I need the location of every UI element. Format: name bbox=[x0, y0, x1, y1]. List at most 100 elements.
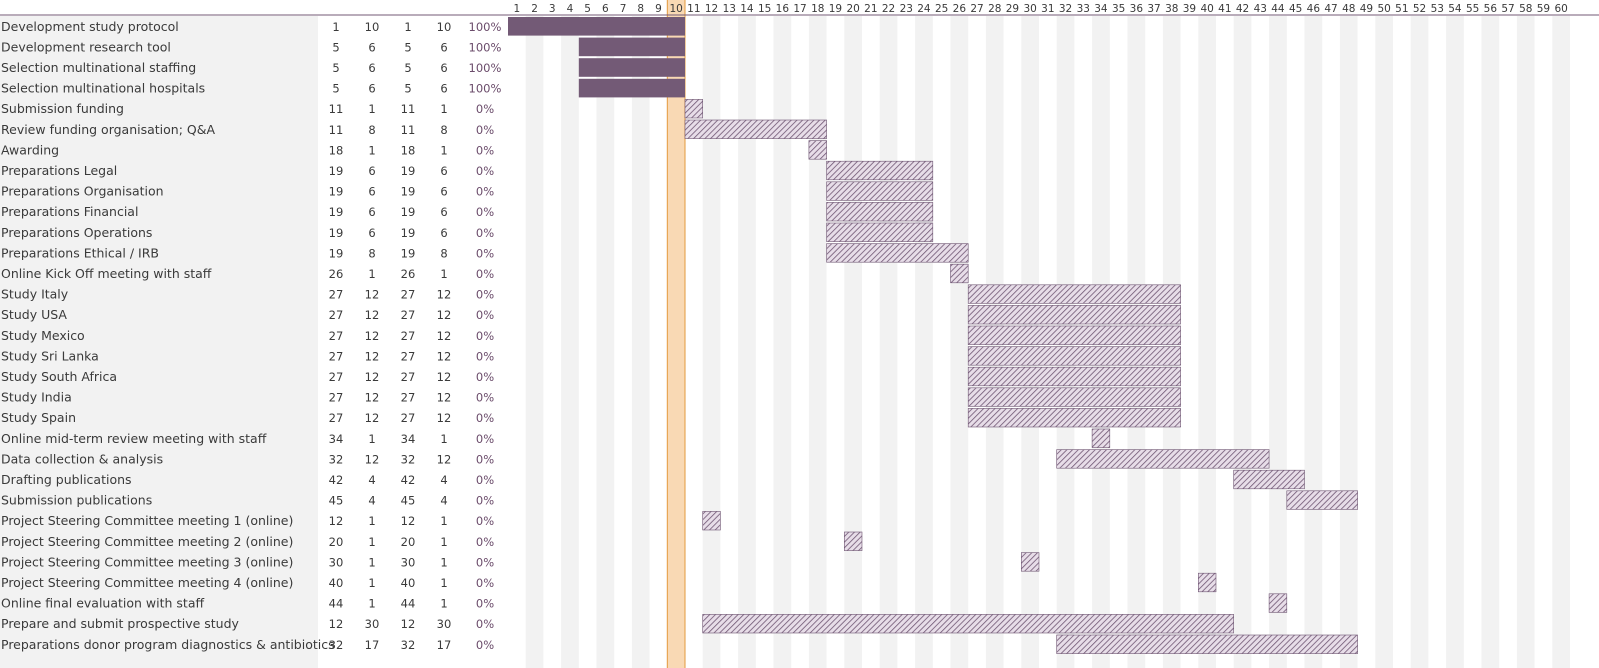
percent-complete-value: 0% bbox=[476, 123, 494, 137]
plan-duration-value: 12 bbox=[365, 329, 380, 343]
percent-complete-value: 0% bbox=[476, 226, 494, 240]
period-label: 35 bbox=[1112, 3, 1125, 15]
period-label: 18 bbox=[811, 3, 824, 15]
percent-complete-value: 0% bbox=[476, 617, 494, 631]
plan-start-value: 26 bbox=[329, 267, 344, 281]
plan-duration-value: 6 bbox=[368, 82, 375, 96]
plan-duration-value: 6 bbox=[368, 205, 375, 219]
actual-duration-value: 10 bbox=[437, 20, 452, 34]
gantt-bar bbox=[967, 325, 1181, 345]
period-column-shade bbox=[1410, 16, 1429, 668]
period-label: 21 bbox=[864, 3, 877, 15]
task-name: Preparations Operations bbox=[1, 225, 152, 240]
task-name: Development research tool bbox=[1, 39, 171, 54]
labels-layer: 1 2 3 4 5 6 7 8 9 10 11 12 13 14 15 16 17 18 19 20 21 22 23 24 2… bbox=[1, 3, 1568, 652]
percent-complete-value: 100% bbox=[469, 40, 502, 54]
gantt-bar bbox=[1198, 572, 1217, 593]
task-name: Drafting publications bbox=[1, 472, 132, 487]
task-name: Preparations Legal bbox=[1, 163, 117, 178]
plan-start-value: 5 bbox=[332, 82, 339, 96]
plan-duration-value: 1 bbox=[368, 267, 375, 281]
period-column-shade bbox=[1481, 16, 1500, 668]
period-label: 36 bbox=[1130, 3, 1144, 15]
plan-duration-value: 8 bbox=[368, 246, 375, 260]
percent-complete-value: 0% bbox=[476, 267, 494, 281]
task-name: Study South Africa bbox=[1, 369, 117, 384]
period-label: 19 bbox=[829, 3, 842, 15]
plan-duration-value: 1 bbox=[368, 535, 375, 549]
actual-start-value: 5 bbox=[404, 40, 411, 54]
period-label: 33 bbox=[1077, 3, 1090, 15]
period-label: 17 bbox=[793, 3, 806, 15]
actual-duration-value: 6 bbox=[440, 82, 447, 96]
period-label: 48 bbox=[1342, 3, 1355, 15]
plan-duration-value: 12 bbox=[365, 452, 380, 466]
bars-layer bbox=[508, 17, 1358, 654]
plan-duration-value: 1 bbox=[368, 555, 375, 569]
task-name: Study Italy bbox=[1, 287, 69, 302]
period-label: 27 bbox=[970, 3, 983, 15]
plan-start-value: 19 bbox=[329, 185, 344, 199]
percent-complete-value: 0% bbox=[476, 308, 494, 322]
plan-duration-value: 12 bbox=[365, 288, 380, 302]
gantt-bar bbox=[826, 222, 934, 242]
percent-complete-value: 0% bbox=[476, 597, 494, 611]
actual-start-value: 18 bbox=[401, 143, 416, 157]
period-label: 5 bbox=[584, 3, 591, 15]
actual-duration-value: 12 bbox=[437, 288, 452, 302]
gantt-bar bbox=[578, 78, 685, 98]
percent-complete-value: 100% bbox=[469, 20, 502, 34]
plan-duration-value: 6 bbox=[368, 185, 375, 199]
plan-start-value: 12 bbox=[329, 617, 344, 631]
actual-start-value: 40 bbox=[401, 576, 416, 590]
plan-duration-value: 6 bbox=[368, 61, 375, 75]
plan-duration-value: 6 bbox=[368, 226, 375, 240]
plan-duration-value: 1 bbox=[368, 102, 375, 116]
plan-duration-value: 10 bbox=[365, 20, 380, 34]
task-name: Project Steering Committee meeting 3 (on… bbox=[1, 554, 293, 569]
actual-start-value: 19 bbox=[401, 185, 416, 199]
period-column-shade bbox=[1446, 16, 1464, 668]
plan-duration-value: 12 bbox=[365, 411, 380, 425]
actual-start-value: 11 bbox=[401, 102, 416, 116]
percent-complete-value: 0% bbox=[476, 329, 494, 343]
plan-start-value: 32 bbox=[329, 638, 344, 652]
actual-start-value: 12 bbox=[401, 514, 416, 528]
plan-duration-value: 1 bbox=[368, 432, 375, 446]
period-column-shade bbox=[596, 16, 615, 668]
actual-start-value: 27 bbox=[401, 391, 416, 405]
actual-start-value: 5 bbox=[404, 61, 411, 75]
percent-complete-value: 0% bbox=[476, 473, 494, 487]
period-column-shade bbox=[561, 16, 579, 668]
task-name: Submission publications bbox=[1, 493, 152, 508]
actual-start-value: 12 bbox=[401, 617, 416, 631]
gantt-bar bbox=[578, 58, 685, 77]
gantt-bar bbox=[578, 37, 685, 57]
actual-start-value: 5 bbox=[404, 82, 411, 96]
period-label: 58 bbox=[1519, 3, 1532, 15]
period-column-shade bbox=[1233, 16, 1252, 668]
plan-start-value: 11 bbox=[329, 102, 344, 116]
actual-duration-value: 12 bbox=[437, 349, 452, 363]
period-column-shade bbox=[879, 16, 898, 668]
gantt-bar bbox=[684, 119, 827, 139]
period-label: 43 bbox=[1254, 3, 1267, 15]
actual-start-value: 19 bbox=[401, 226, 416, 240]
current-period-highlight bbox=[667, 0, 685, 668]
actual-start-value: 27 bbox=[401, 288, 416, 302]
plan-start-value: 34 bbox=[329, 432, 344, 446]
period-label: 37 bbox=[1147, 3, 1160, 15]
gantt-bar bbox=[702, 511, 721, 531]
plan-duration-value: 12 bbox=[365, 370, 380, 384]
task-name: Preparations Ethical / IRB bbox=[1, 245, 159, 260]
task-name: Online Kick Off meeting with staff bbox=[1, 266, 212, 281]
gantt-bar bbox=[1233, 469, 1305, 490]
percent-complete-value: 100% bbox=[469, 82, 502, 96]
period-label: 13 bbox=[723, 3, 736, 15]
period-label: 49 bbox=[1360, 3, 1373, 15]
percent-complete-value: 0% bbox=[476, 246, 494, 260]
period-label: 9 bbox=[655, 3, 662, 15]
period-label: 47 bbox=[1324, 3, 1337, 15]
actual-duration-value: 6 bbox=[440, 205, 447, 219]
